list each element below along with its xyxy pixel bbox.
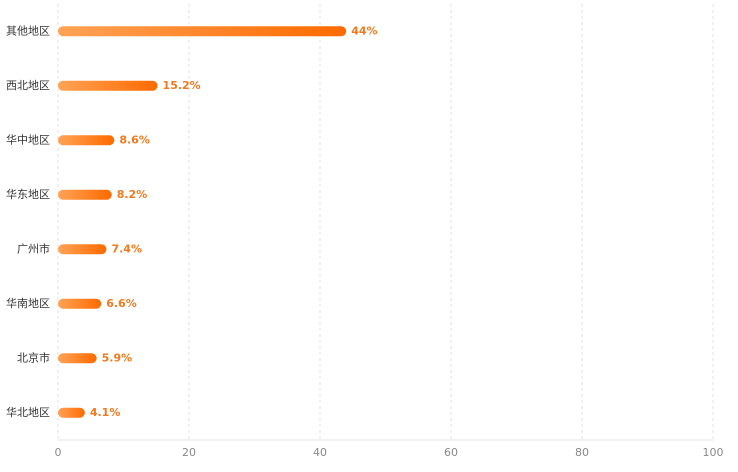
- x-tick-label: 100: [703, 446, 724, 459]
- value-label: 7.4%: [111, 242, 142, 255]
- value-label: 5.9%: [102, 351, 133, 364]
- y-tick-label: 其他地区: [6, 24, 50, 37]
- value-label: 4.1%: [90, 406, 121, 419]
- y-tick-label: 西北地区: [6, 79, 50, 92]
- y-tick-label: 华北地区: [6, 405, 50, 419]
- bar: [58, 80, 158, 91]
- bar: [58, 353, 97, 364]
- x-tick-label: 40: [313, 446, 327, 459]
- y-tick-label: 广州市: [17, 241, 50, 255]
- y-tick-label: 北京市: [17, 350, 50, 364]
- bar: [58, 407, 85, 418]
- bar: [58, 26, 347, 37]
- x-tick-label: 60: [444, 446, 458, 459]
- value-label: 44%: [351, 24, 377, 37]
- y-tick-label: 华南地区: [6, 296, 50, 310]
- value-label: 15.2%: [163, 79, 201, 92]
- x-tick-label: 20: [182, 446, 196, 459]
- x-tick-label: 80: [575, 446, 589, 459]
- value-label: 6.6%: [106, 297, 137, 310]
- y-tick-label: 华中地区: [6, 132, 50, 146]
- value-label: 8.2%: [117, 188, 148, 201]
- bar: [58, 189, 112, 200]
- bar: [58, 244, 107, 255]
- y-tick-label: 华东地区: [6, 187, 50, 201]
- bar: [58, 298, 102, 309]
- x-tick-label: 0: [55, 446, 62, 459]
- value-label: 8.6%: [119, 133, 150, 146]
- bar: [58, 135, 115, 146]
